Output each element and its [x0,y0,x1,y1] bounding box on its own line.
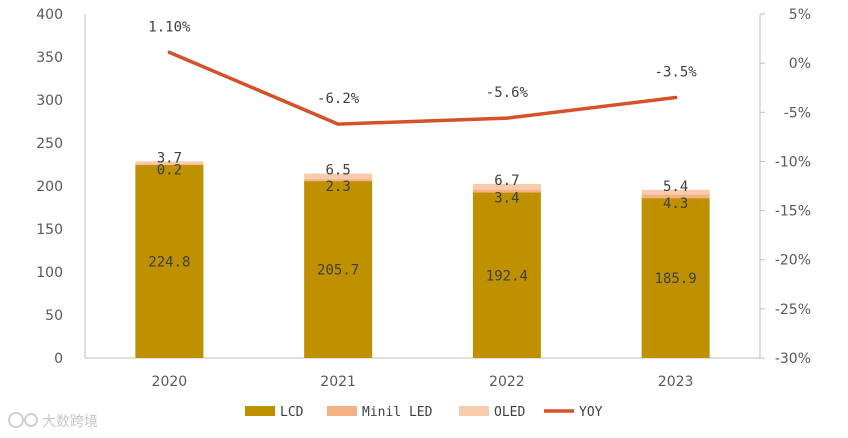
legend-label-oled: OLED [494,405,525,420]
data-label-oled: 3.7 [157,150,182,166]
left-axis-tick-label: 250 [36,136,63,152]
bars [135,161,710,358]
data-label-lcd: 224.8 [148,254,190,270]
watermark-text: 大数跨境 [42,414,98,430]
yoy-line-group [167,50,678,126]
data-label-yoy: 1.10% [148,19,191,35]
bar-oled [135,161,204,165]
bar-minil-led [472,189,541,193]
legend-swatch-lcd [245,406,275,416]
data-label-minil-led: 4.3 [663,196,688,212]
watermark-logo-icon [8,412,38,428]
bar-minil-led [641,194,710,199]
bar-minil-led [135,164,204,166]
right-axis-tick-label: 0% [789,56,811,72]
right-axis-tick-label: 5% [789,7,811,23]
left-axis-tick-label: 400 [36,7,63,23]
legend-label-yoy: YOY [579,405,603,420]
left-axis-tick-label: 0 [54,351,63,367]
right-axis-tick-label: -10% [775,154,811,170]
data-label-minil-led: 3.4 [494,191,519,207]
bar-lcd [135,164,204,358]
watermark: 大数跨境 [8,412,98,430]
right-axis-tick-label: -15% [775,204,811,220]
left-axis-tick-label: 100 [36,265,63,281]
legend-swatch-oled [459,406,489,416]
x-axis-tick-label: 2021 [320,374,356,390]
x-axis-tick-label: 2020 [152,374,188,390]
right-axis-tick-label: -30% [775,351,811,367]
data-label-yoy: -5.6% [486,85,529,101]
left-axis-tick-label: 350 [36,50,63,66]
x-axis-tick-label: 2023 [658,374,694,390]
data-label-minil-led: 2.3 [325,179,350,195]
bar-lcd [641,198,710,358]
bar-oled [304,173,373,180]
left-axis-tick-label: 50 [45,308,63,324]
data-label-minil-led: 0.2 [157,163,182,179]
right-axis-tick-label: -20% [775,253,811,269]
data-label-yoy: -6.2% [317,91,360,107]
bar-lcd [304,181,373,358]
right-axis-tick-label: -25% [775,302,811,318]
x-axis-tick-label: 2022 [489,374,525,390]
legend-label-lcd: LCD [280,405,304,420]
data-label-oled: 5.4 [663,179,688,195]
yoy-line [167,50,678,126]
left-axis-tick-label: 200 [36,179,63,195]
left-axis-tick-label: 300 [36,93,63,109]
data-label-lcd: 185.9 [655,271,697,287]
bar-oled [472,183,541,190]
legend-label-minil-led: Minil LED [362,405,433,420]
bar-lcd [472,192,541,358]
data-label-lcd: 205.7 [317,263,359,279]
legend: LCD Minil LED OLED YOY [245,405,603,420]
legend-swatch-minil-led [327,406,357,416]
bar-minil-led [304,179,373,182]
data-label-oled: 6.5 [325,163,350,179]
data-label-yoy: -3.5% [655,65,698,81]
data-label-oled: 6.7 [494,173,519,189]
bar-oled [641,189,710,195]
axes: 0 50 100 150 200 250 300 350 400 -30% -25% -20% -15%… [36,7,811,390]
data-labels: 224.8 0.23.7 205.7 2.36.5 192.4 3.4 6.7 185.9 4.… [148,19,697,287]
left-axis-tick-label: 150 [36,222,63,238]
data-label-lcd: 192.4 [486,268,528,284]
right-axis-tick-label: -5% [784,105,811,121]
